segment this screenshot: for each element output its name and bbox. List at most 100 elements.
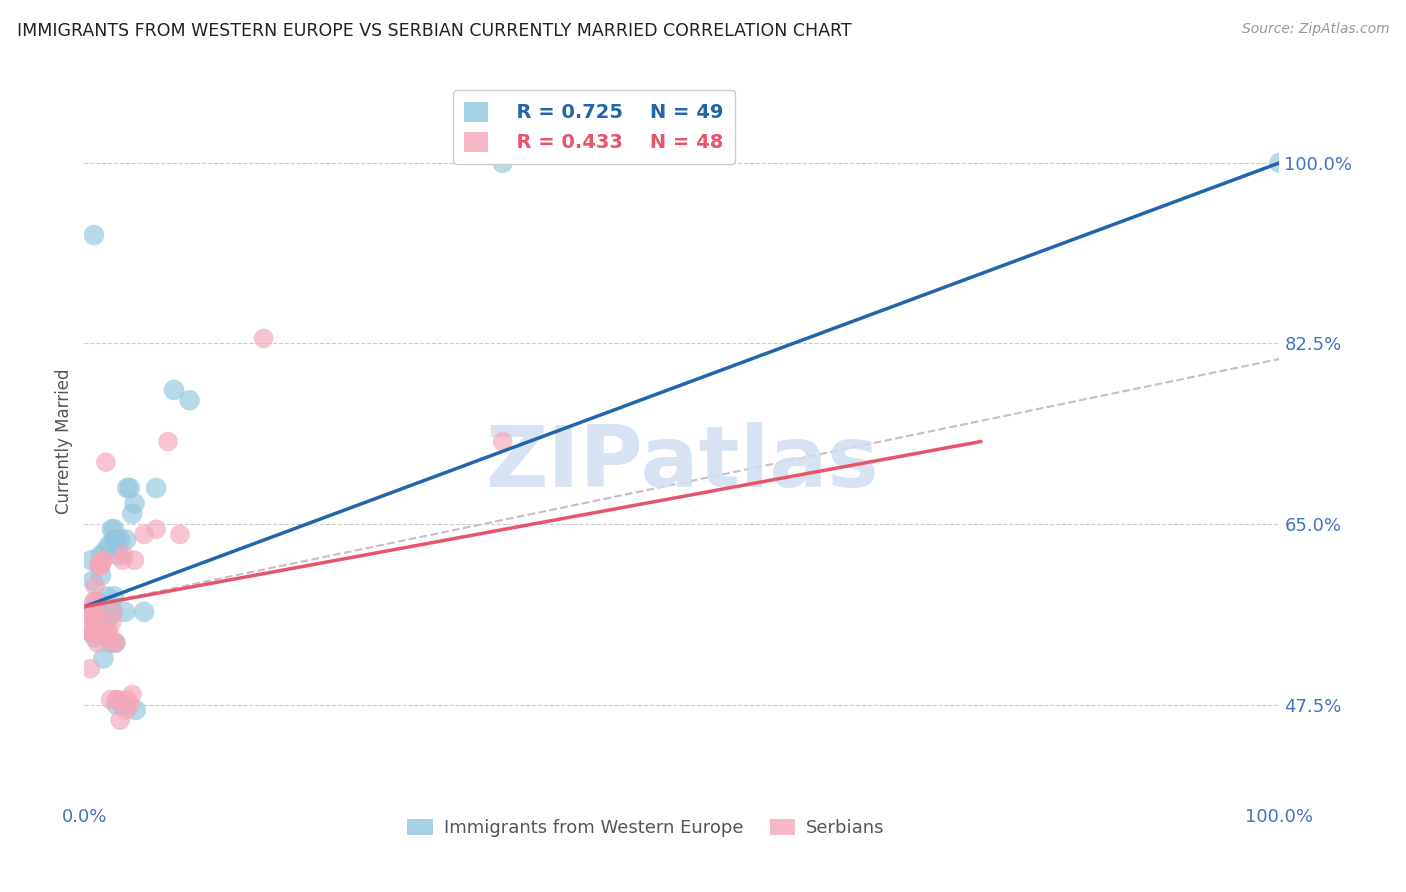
Point: [83, 615, 105, 630]
Text: Source: ZipAtlas.com: Source: ZipAtlas.com: [1241, 22, 1389, 37]
Point: [118, 698, 141, 712]
Point: [104, 636, 127, 650]
Y-axis label: Currently Married: Currently Married: [55, 368, 73, 515]
Point: [112, 548, 135, 562]
Point: [100, 636, 122, 650]
Point: [145, 481, 167, 495]
Text: IMMIGRANTS FROM WESTERN EUROPE VS SERBIAN CURRENTLY MARRIED CORRELATION CHART: IMMIGRANTS FROM WESTERN EUROPE VS SERBIA…: [17, 22, 852, 40]
Point: [94, 615, 117, 630]
Point: [124, 496, 146, 510]
Point: [107, 692, 129, 706]
Point: [82, 574, 104, 588]
Point: [82, 605, 104, 619]
Point: [492, 434, 515, 449]
Point: [97, 599, 120, 614]
Point: [93, 651, 115, 665]
Point: [105, 692, 128, 706]
Point: [103, 522, 125, 536]
Point: [83, 228, 105, 243]
Point: [108, 548, 131, 562]
Point: [86, 636, 108, 650]
Point: [83, 594, 105, 608]
Point: [91, 615, 114, 630]
Point: [98, 610, 121, 624]
Point: [89, 615, 111, 630]
Point: [93, 610, 115, 624]
Point: [98, 538, 121, 552]
Point: [132, 605, 156, 619]
Point: [114, 605, 136, 619]
Point: [93, 610, 115, 624]
Point: [90, 558, 112, 573]
Point: [253, 331, 276, 345]
Point: [90, 548, 112, 562]
Point: [124, 553, 146, 567]
Point: [79, 625, 101, 640]
Point: [86, 625, 108, 640]
Point: [100, 692, 122, 706]
Point: [98, 625, 121, 640]
Point: [145, 522, 167, 536]
Point: [86, 625, 108, 640]
Point: [94, 542, 117, 557]
Point: [80, 625, 103, 640]
Point: [104, 636, 127, 650]
Point: [91, 553, 114, 567]
Point: [93, 553, 115, 567]
Point: [101, 522, 124, 536]
Point: [492, 156, 515, 170]
Legend: Immigrants from Western Europe, Serbians: Immigrants from Western Europe, Serbians: [401, 812, 891, 845]
Point: [84, 579, 107, 593]
Point: [84, 599, 107, 614]
Point: [121, 507, 143, 521]
Point: [110, 713, 132, 727]
Point: [94, 455, 117, 469]
Point: [118, 481, 141, 495]
Point: [117, 692, 139, 706]
Point: [79, 662, 101, 676]
Point: [87, 625, 110, 640]
Point: [121, 687, 143, 701]
Point: [84, 615, 107, 630]
Point: [89, 610, 111, 624]
Point: [111, 553, 134, 567]
Point: [91, 625, 114, 640]
Point: [96, 625, 118, 640]
Point: [157, 434, 180, 449]
Point: [111, 698, 134, 712]
Point: [79, 605, 101, 619]
Point: [117, 481, 139, 495]
Point: [86, 594, 108, 608]
Point: [80, 610, 103, 624]
Point: [105, 698, 128, 712]
Point: [84, 631, 107, 645]
Point: [115, 703, 138, 717]
Point: [169, 527, 191, 541]
Point: [101, 605, 124, 619]
Point: [89, 558, 111, 573]
Point: [125, 703, 148, 717]
Point: [1268, 156, 1291, 170]
Point: [163, 383, 186, 397]
Point: [103, 533, 125, 547]
Point: [103, 636, 125, 650]
Point: [101, 605, 124, 619]
Point: [77, 605, 100, 619]
Point: [179, 393, 201, 408]
Point: [90, 568, 112, 582]
Point: [84, 594, 107, 608]
Point: [132, 527, 156, 541]
Text: ZIPatlas: ZIPatlas: [485, 422, 879, 505]
Point: [110, 533, 132, 547]
Point: [90, 625, 112, 640]
Point: [104, 533, 127, 547]
Point: [107, 538, 129, 552]
Point: [83, 625, 105, 640]
Point: [96, 590, 118, 604]
Point: [86, 605, 108, 619]
Point: [80, 553, 103, 567]
Point: [103, 590, 125, 604]
Point: [87, 558, 110, 573]
Point: [97, 631, 120, 645]
Point: [82, 625, 104, 640]
